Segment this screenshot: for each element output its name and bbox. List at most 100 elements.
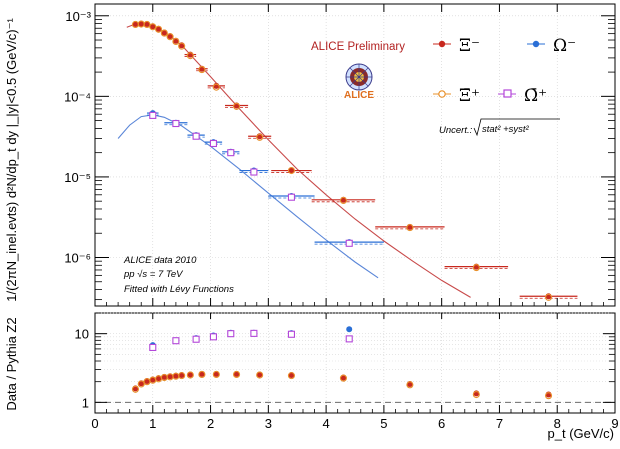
data-point-xi_plus bbox=[256, 133, 264, 141]
legend-entry-xi-plus: Ξ̄⁺ bbox=[433, 86, 480, 106]
ratio-point-omega_plus bbox=[227, 330, 235, 338]
svg-text:Uncert.:: Uncert.: bbox=[439, 125, 473, 136]
data-point-xi_plus bbox=[178, 42, 186, 50]
data-point-omega_plus bbox=[345, 239, 353, 247]
data-point-xi_plus bbox=[172, 37, 180, 46]
uncertainty-note: Uncert.: stat² +syst² bbox=[439, 118, 560, 137]
data-point-xi_minus bbox=[149, 23, 156, 30]
x-tick-label: 2 bbox=[207, 416, 214, 431]
data-point-xi_plus bbox=[155, 25, 163, 33]
ratio-point-omega_plus bbox=[250, 329, 258, 337]
y-tick-label: 10⁻⁶ bbox=[64, 250, 91, 265]
data-point-omega_plus bbox=[287, 193, 295, 201]
ratio-point-omega_plus bbox=[172, 337, 180, 345]
x-tick-label: 5 bbox=[380, 416, 387, 431]
data-point-xi_plus bbox=[160, 29, 168, 37]
ratio-point-omega_plus bbox=[149, 343, 157, 352]
alice-logo bbox=[345, 63, 373, 91]
data-point-omega_plus bbox=[250, 168, 258, 176]
data-point-xi_plus bbox=[186, 52, 194, 60]
ratio-point-omega_plus bbox=[192, 335, 200, 343]
data-point-xi_plus bbox=[143, 20, 151, 29]
ratio-point-omega_plus bbox=[287, 330, 295, 338]
data-point-xi_minus bbox=[132, 21, 139, 28]
bottom-panel-markers bbox=[131, 326, 553, 400]
top-panel-markers bbox=[131, 20, 578, 301]
data-point-xi_plus bbox=[233, 102, 241, 110]
ratio-point-xi_plus bbox=[137, 380, 145, 388]
data-point-xi_plus bbox=[472, 264, 480, 272]
svg-text:Ω̄⁺: Ω̄⁺ bbox=[524, 86, 547, 106]
y-tick-label: 10 bbox=[75, 327, 89, 342]
y-tick-label: 1 bbox=[82, 395, 89, 410]
top-panel-grid bbox=[95, 4, 615, 306]
ratio-point-xi_plus bbox=[339, 374, 347, 382]
x-tick-label: 1 bbox=[149, 416, 156, 431]
ratio-point-xi_plus bbox=[233, 370, 241, 378]
data-point-xi_plus bbox=[406, 224, 414, 232]
data-point-xi_plus bbox=[198, 66, 206, 74]
bottom-panel-frame bbox=[94, 312, 616, 414]
legend-entry-xi-minus: Ξ⁻ bbox=[433, 36, 480, 56]
ratio-point-omega_plus bbox=[345, 335, 353, 343]
data-point-xi_plus bbox=[149, 23, 157, 31]
data-point-xi_minus bbox=[138, 20, 145, 27]
svg-text:Ξ⁻: Ξ⁻ bbox=[459, 36, 480, 56]
data-point-omega_plus bbox=[227, 149, 235, 157]
legend: Ξ⁻ Ω⁻ Ξ̄⁺ Ω̄⁺ Uncert.: stat² +syst² bbox=[433, 36, 576, 137]
data-point-omega_plus bbox=[149, 111, 157, 119]
data-point-xi_minus bbox=[155, 25, 162, 32]
x-tick-label: 4 bbox=[322, 416, 329, 431]
data-point-xi_minus bbox=[288, 167, 295, 174]
ratio-point-xi_plus bbox=[198, 370, 206, 378]
x-axis-title: p_t (GeV/c) bbox=[548, 426, 614, 441]
ratio-point-xi_minus bbox=[187, 371, 194, 378]
data-point-xi_plus bbox=[339, 196, 347, 205]
data-point-xi_minus bbox=[144, 21, 150, 28]
note-levy: Fitted with Lévy Functions bbox=[124, 284, 234, 295]
x-tick-label: 0 bbox=[91, 416, 98, 431]
ratio-point-xi_plus bbox=[186, 371, 194, 379]
note-data-2010: ALICE data 2010 bbox=[123, 255, 197, 266]
data-point-omega_plus bbox=[209, 139, 217, 148]
top-panel-axes: 10⁻³ 10⁻⁴ 10⁻⁵ 10⁻⁶ bbox=[64, 4, 616, 306]
ratio-point-xi_plus bbox=[131, 385, 139, 393]
top-panel-frame bbox=[94, 3, 616, 307]
ratio-point-omega_plus bbox=[209, 333, 217, 341]
alice-logo-text: ALICE bbox=[344, 90, 374, 101]
alice-preliminary-label: ALICE Preliminary bbox=[311, 41, 405, 53]
data-point-xi_plus bbox=[287, 166, 295, 175]
ratio-point-xi_minus bbox=[213, 370, 220, 377]
x-tick-label: 7 bbox=[496, 416, 503, 431]
bottom-panel-grid bbox=[95, 312, 615, 413]
ratio-point-omega_minus bbox=[346, 326, 353, 333]
x-tick-label: 9 bbox=[611, 416, 618, 431]
ratio-point-xi_minus bbox=[233, 370, 240, 377]
x-tick-label: 6 bbox=[438, 416, 445, 431]
legend-entry-omega-minus: Ω⁻ bbox=[527, 36, 576, 56]
bottom-y-axis-title: Data / Pythia Z2 bbox=[4, 317, 19, 410]
data-point-omega_plus bbox=[192, 132, 200, 140]
ratio-point-xi_plus bbox=[178, 372, 186, 380]
y-tick-label: 10⁻⁴ bbox=[64, 89, 91, 104]
ratio-point-xi_plus bbox=[545, 392, 553, 400]
ratio-point-xi_plus bbox=[256, 371, 264, 379]
top-y-axis-title: 1/(2πN_inel.evts) d²N/dp_t dy |_|y|<0.5 … bbox=[4, 18, 19, 302]
svg-text:Ω⁻: Ω⁻ bbox=[553, 36, 576, 56]
svg-text:stat² +syst²: stat² +syst² bbox=[482, 124, 530, 135]
ratio-point-xi_minus bbox=[256, 371, 263, 378]
data-point-xi_minus bbox=[161, 29, 168, 36]
data-point-xi_plus bbox=[166, 33, 174, 41]
data-point-xi_plus bbox=[212, 83, 220, 91]
y-tick-label: 10⁻³ bbox=[65, 9, 91, 24]
data-point-omega_plus bbox=[172, 119, 180, 128]
y-tick-label: 10⁻⁵ bbox=[64, 170, 91, 185]
x-tick-label: 3 bbox=[265, 416, 272, 431]
note-energy: pp √s = 7 TeV bbox=[123, 269, 184, 280]
data-point-xi_plus bbox=[545, 293, 553, 301]
ratio-point-xi_plus bbox=[212, 370, 220, 378]
ratio-point-xi_minus bbox=[198, 370, 205, 377]
legend-entry-omega-plus: Ω̄⁺ bbox=[498, 86, 547, 106]
